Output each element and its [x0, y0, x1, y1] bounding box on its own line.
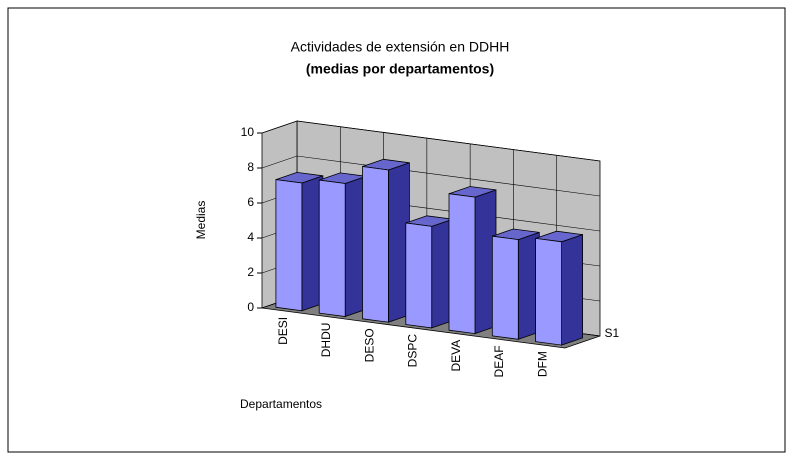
x-tick-label: DESO — [362, 328, 376, 362]
bar-front — [405, 222, 433, 329]
x-tick-label: DHDU — [319, 323, 333, 358]
bar-front — [491, 235, 519, 340]
x-tick-label: DESI — [276, 317, 290, 345]
grid-line — [261, 155, 601, 197]
bar — [362, 158, 410, 323]
y-tick-label: 2 — [247, 265, 254, 279]
bar — [535, 230, 583, 346]
x-tick-label: DFM — [536, 351, 550, 377]
bar — [448, 186, 497, 335]
chart-subtitle: (medias por departamentos) — [306, 61, 494, 77]
bar-front — [448, 193, 476, 335]
bar-front — [275, 179, 303, 312]
bar-front — [318, 179, 346, 317]
bar-front — [362, 166, 389, 323]
grid-line — [261, 120, 601, 162]
x-axis-label: Departamentos — [240, 397, 322, 411]
y-tick-label: 6 — [247, 195, 254, 209]
x-tick-label: DEVA — [449, 340, 463, 372]
y-tick-label: 0 — [247, 300, 254, 314]
x-tick-label: DEAF — [492, 345, 506, 377]
y-tick-label: 8 — [247, 160, 254, 174]
bar-side — [561, 234, 583, 346]
series-label: S1 — [605, 326, 620, 340]
x-tick-label: DSPC — [406, 334, 420, 368]
y-tick-label: 4 — [247, 230, 254, 244]
y-tick-label: 10 — [241, 125, 255, 139]
bar — [275, 171, 324, 312]
bar-front — [535, 237, 562, 346]
bar — [405, 215, 454, 329]
bar — [318, 172, 367, 318]
bar — [491, 228, 540, 340]
y-axis-label: Medias — [194, 201, 208, 240]
chart-title: Actividades de extensión en DDHH — [291, 39, 510, 55]
